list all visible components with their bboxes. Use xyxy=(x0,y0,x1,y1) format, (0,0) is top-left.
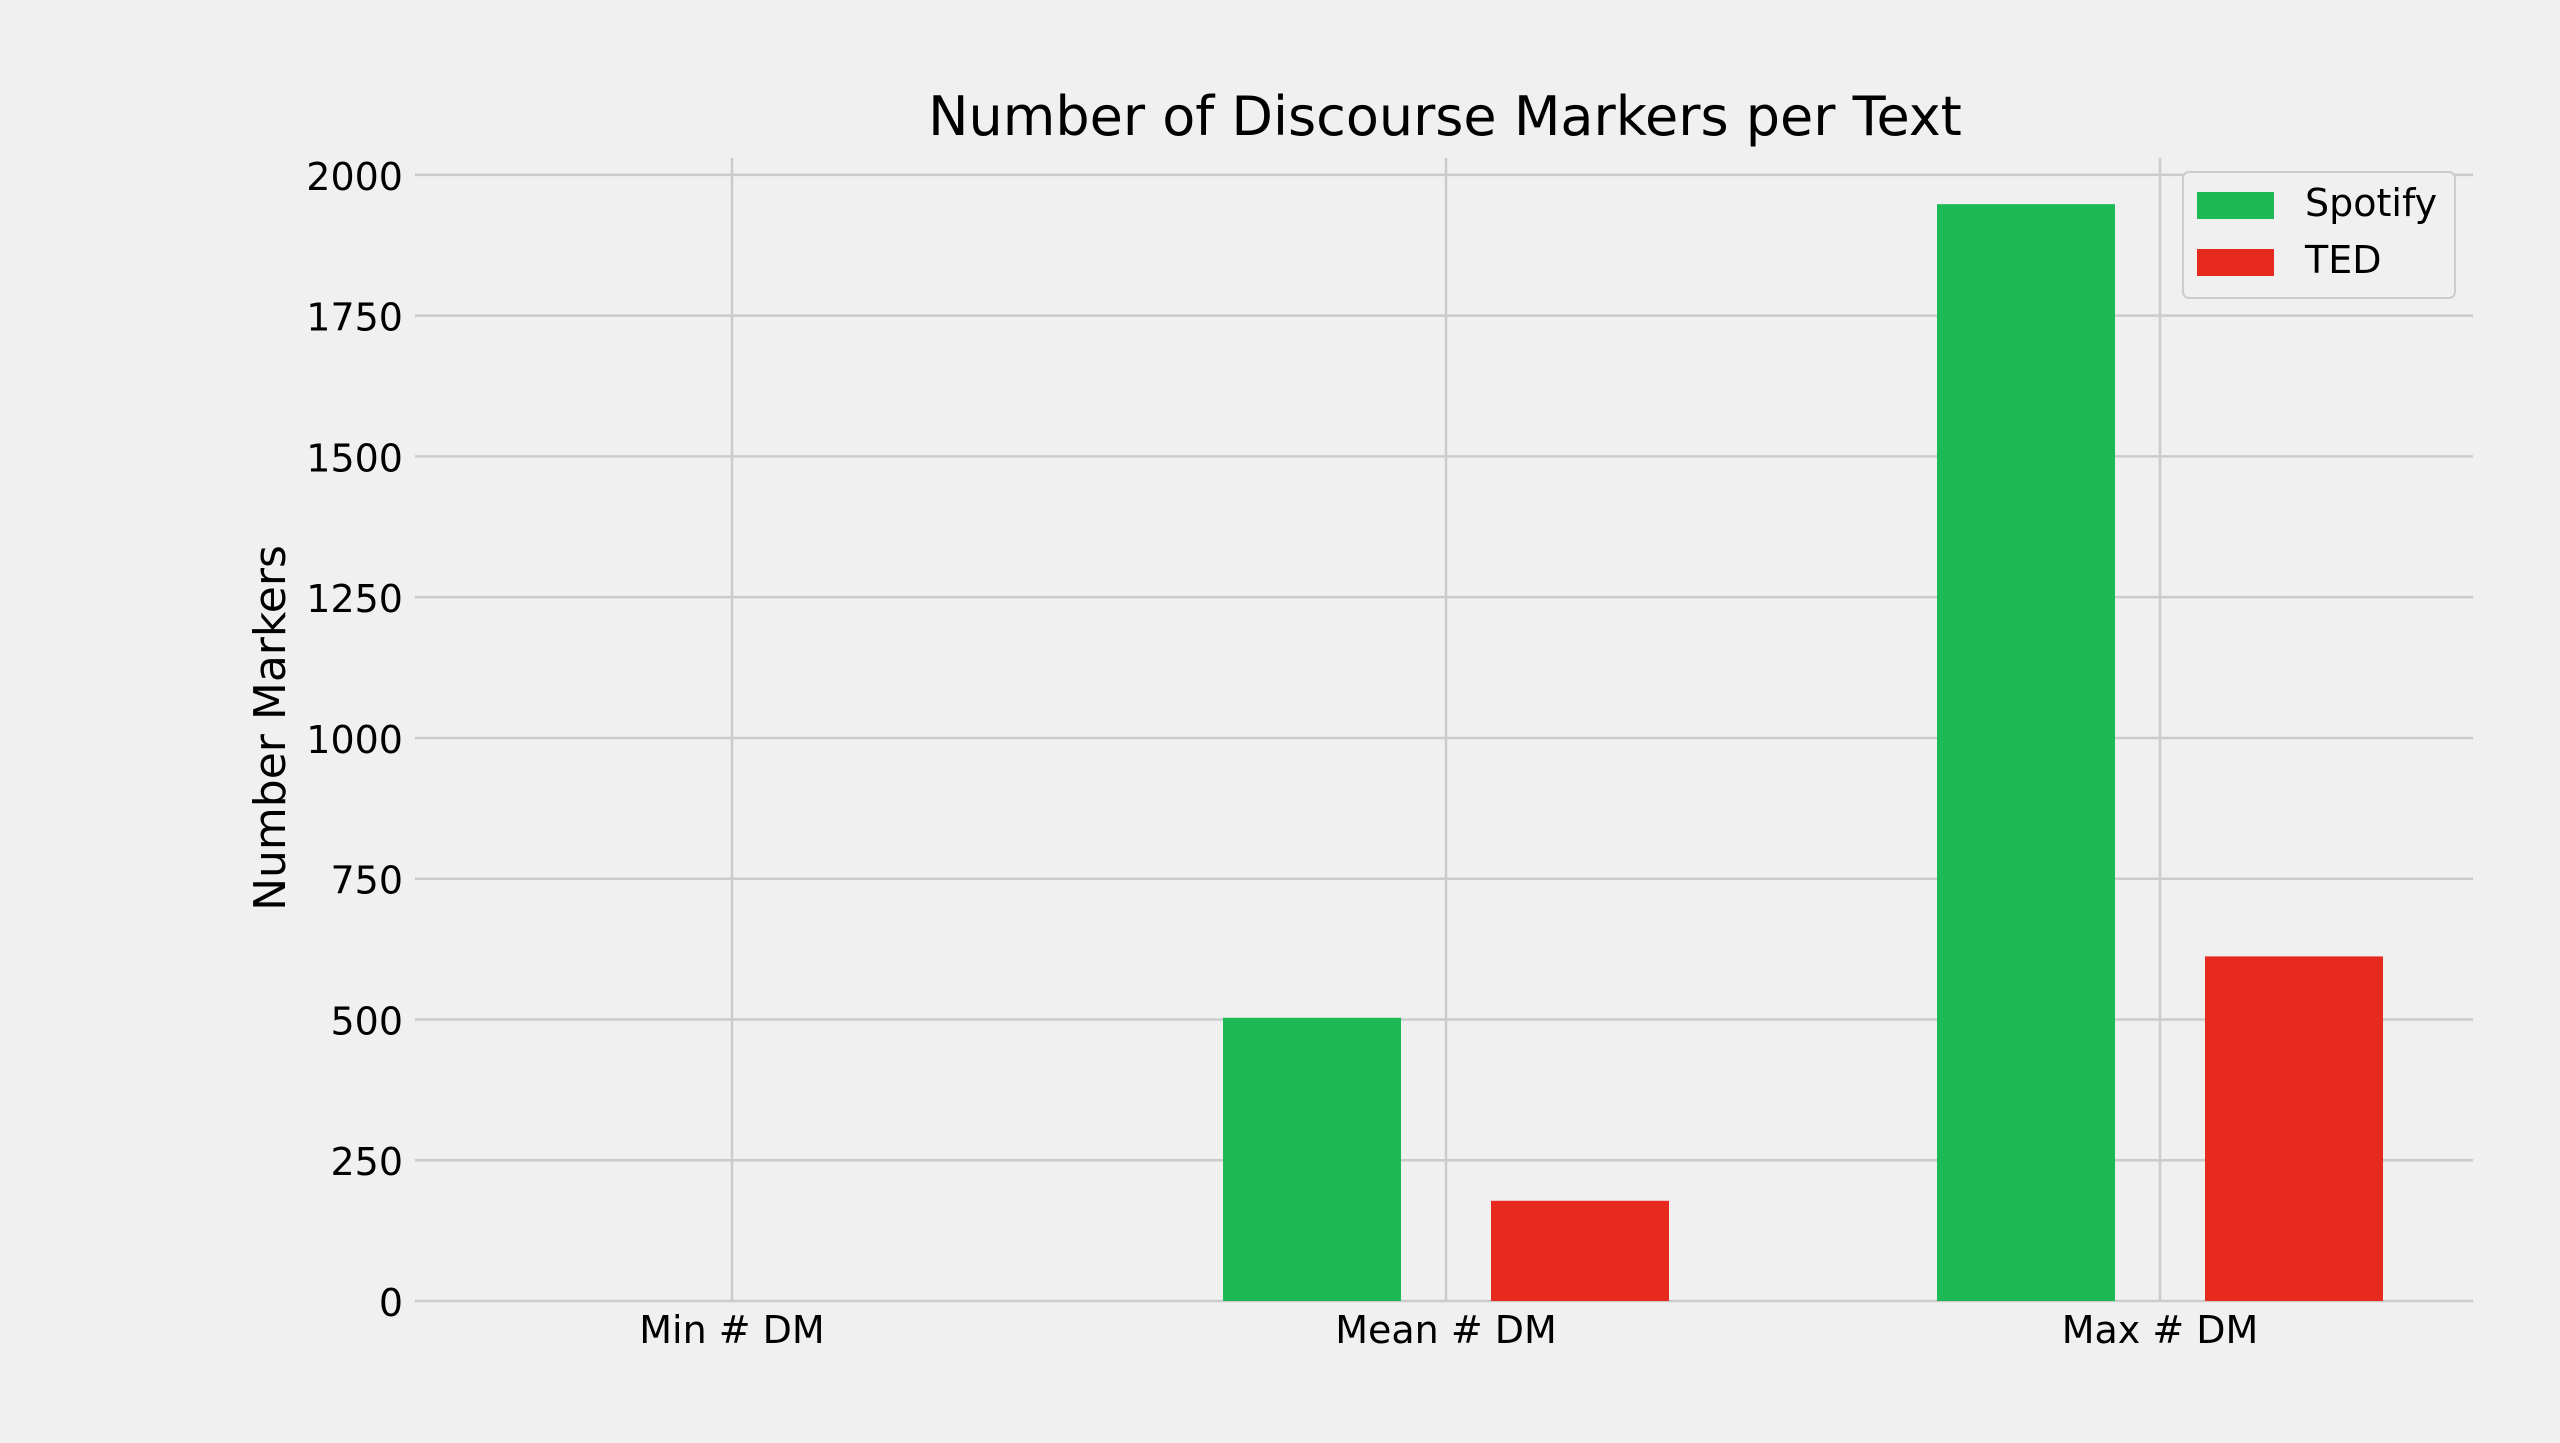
y-tick-label: 250 xyxy=(330,1140,403,1184)
legend: Spotify TED xyxy=(2182,171,2456,299)
legend-label: Spotify xyxy=(2305,181,2437,225)
x-tick-label: Min # DM xyxy=(639,1308,824,1352)
chart-title: Number of Discourse Markers per Text xyxy=(928,85,1962,148)
x-axis-ticks: Min # DM Mean # DM Max # DM xyxy=(639,1308,2258,1352)
x-tick-label: Mean # DM xyxy=(1335,1308,1557,1352)
y-axis-label: Number Markers xyxy=(245,545,296,911)
bar-ted-2 xyxy=(2205,956,2383,1301)
y-tick-label: 1000 xyxy=(306,718,403,762)
bar-spotify-2 xyxy=(1937,204,2115,1302)
y-tick-label: 2000 xyxy=(306,155,403,199)
legend-label: TED xyxy=(2304,238,2381,282)
legend-swatch xyxy=(2197,249,2274,276)
bars xyxy=(1223,204,2383,1302)
legend-swatch xyxy=(2197,192,2274,219)
y-tick-label: 1750 xyxy=(306,296,403,340)
y-tick-label: 500 xyxy=(330,999,403,1043)
bar-ted-1 xyxy=(1491,1200,1669,1301)
bar-spotify-1 xyxy=(1223,1017,1401,1301)
y-tick-label: 1500 xyxy=(306,436,403,480)
y-tick-label: 750 xyxy=(330,859,403,903)
y-tick-label: 1250 xyxy=(306,577,403,621)
y-axis-ticks: 0 250 500 750 1000 1250 1500 1750 2000 xyxy=(306,155,403,1325)
x-tick-label: Max # DM xyxy=(2062,1308,2259,1352)
y-tick-label: 0 xyxy=(379,1281,403,1325)
grid-lines xyxy=(415,158,2473,1303)
